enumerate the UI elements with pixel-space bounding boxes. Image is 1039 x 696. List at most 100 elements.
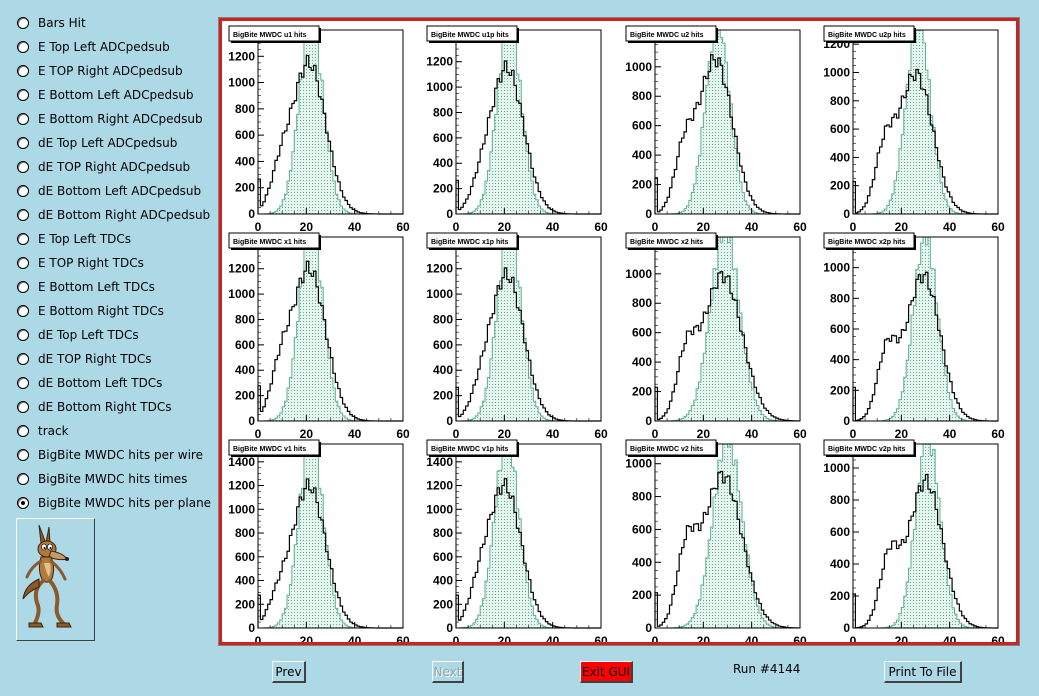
x-tick-label: 0 bbox=[453, 427, 460, 441]
radio-unchecked-icon[interactable] bbox=[17, 41, 29, 53]
radio-unchecked-icon[interactable] bbox=[17, 377, 29, 389]
histogram-panel: 02004006008001000120014000204060BigBite … bbox=[228, 232, 410, 441]
radio-item[interactable]: BigBite MWDC hits times bbox=[17, 469, 187, 489]
y-tick-label: 800 bbox=[830, 94, 850, 108]
plot-title-box: BigBite MWDC x1 hits bbox=[228, 232, 321, 250]
y-tick-label: 800 bbox=[235, 526, 255, 540]
radio-unchecked-icon[interactable] bbox=[17, 89, 29, 101]
y-tick-label: 1200 bbox=[426, 55, 453, 69]
run-number-label: Run #4144 bbox=[733, 662, 801, 676]
radio-item[interactable]: BigBite MWDC hits per wire bbox=[17, 445, 203, 465]
x-tick-label: 60 bbox=[594, 427, 608, 441]
radio-label: dE Top Left TDCs bbox=[38, 328, 139, 342]
x-tick-label: 60 bbox=[594, 220, 608, 234]
radio-unchecked-icon[interactable] bbox=[17, 257, 29, 269]
radio-unchecked-icon[interactable] bbox=[17, 17, 29, 29]
radio-unchecked-icon[interactable] bbox=[17, 449, 29, 461]
y-tick-label: 400 bbox=[830, 150, 850, 164]
radio-checked-icon[interactable] bbox=[17, 497, 29, 509]
radio-unchecked-icon[interactable] bbox=[17, 305, 29, 317]
y-tick-label: 1200 bbox=[426, 479, 453, 493]
plot-title-box: BigBite MWDC x2 hits bbox=[625, 232, 718, 250]
y-tick-label: 600 bbox=[433, 550, 453, 564]
x-tick-label: 40 bbox=[943, 634, 957, 642]
radio-unchecked-icon[interactable] bbox=[17, 161, 29, 173]
radio-item[interactable]: E Top Left ADCpedsub bbox=[17, 37, 170, 57]
histogram-canvas: 0 200 400 600 800 1000 1200 0 20 40 60 BigBite MWDC… bbox=[219, 18, 1019, 645]
exit-gui-button[interactable]: Exit GUI bbox=[580, 661, 633, 683]
histogram-panel: 0 200 400 600 800 1000 1200 0 20 40 60 BigBite MWDC… bbox=[228, 25, 410, 234]
radio-item[interactable]: E Bottom Left TDCs bbox=[17, 277, 155, 297]
radio-item[interactable]: dE Top Left ADCpedsub bbox=[17, 133, 177, 153]
plot-title: BigBite MWDC v1 hits bbox=[233, 446, 306, 453]
radio-label: E Top Left ADCpedsub bbox=[38, 40, 170, 54]
radio-label: dE Bottom Left ADCpedsub bbox=[38, 184, 202, 198]
radio-label: dE TOP Right ADCpedsub bbox=[38, 160, 191, 174]
x-tick-label: 40 bbox=[348, 220, 362, 234]
radio-item[interactable]: track bbox=[17, 421, 69, 441]
radio-unchecked-icon[interactable] bbox=[17, 425, 29, 437]
y-tick-label: 800 bbox=[433, 105, 453, 119]
radio-unchecked-icon[interactable] bbox=[17, 137, 29, 149]
radio-label: dE Bottom Right ADCpedsub bbox=[38, 208, 211, 222]
radio-item[interactable]: E Bottom Right ADCpedsub bbox=[17, 109, 203, 129]
logo-button[interactable] bbox=[16, 518, 95, 641]
y-tick-label: 400 bbox=[235, 574, 255, 588]
radio-unchecked-icon[interactable] bbox=[17, 233, 29, 245]
y-tick-label: 1200 bbox=[228, 49, 255, 63]
print-to-file-button[interactable]: Print To File bbox=[884, 661, 962, 683]
next-button[interactable]: Next bbox=[432, 661, 464, 683]
histogram-panel: 02004006008001000120014000204060BigBite … bbox=[426, 232, 608, 441]
plot-title: BigBite MWDC u2p hits bbox=[828, 32, 906, 39]
x-tick-label: 20 bbox=[697, 427, 711, 441]
radio-label: dE Bottom Right TDCs bbox=[38, 400, 172, 414]
x-tick-label: 20 bbox=[498, 220, 512, 234]
prev-button[interactable]: Prev bbox=[272, 661, 306, 683]
radio-unchecked-icon[interactable] bbox=[17, 329, 29, 341]
radio-item[interactable]: dE Top Left TDCs bbox=[17, 325, 139, 345]
radio-unchecked-icon[interactable] bbox=[17, 281, 29, 293]
radio-item[interactable]: dE Bottom Right TDCs bbox=[17, 397, 171, 417]
x-tick-label: 60 bbox=[991, 220, 1005, 234]
radio-label: track bbox=[38, 424, 69, 438]
x-tick-label: 0 bbox=[850, 427, 857, 441]
x-tick-label: 60 bbox=[793, 634, 807, 642]
x-tick-label: 20 bbox=[895, 634, 909, 642]
y-tick-label: 800 bbox=[433, 526, 453, 540]
radio-unchecked-icon[interactable] bbox=[17, 113, 29, 125]
x-tick-label: 0 bbox=[652, 427, 659, 441]
y-tick-label: 200 bbox=[830, 179, 850, 193]
y-tick-label: 600 bbox=[433, 131, 453, 145]
y-tick-label: 1000 bbox=[426, 80, 453, 94]
radio-item[interactable]: dE TOP Right ADCpedsub bbox=[17, 157, 190, 177]
radio-unchecked-icon[interactable] bbox=[17, 473, 29, 485]
x-tick-label: 60 bbox=[396, 220, 410, 234]
radio-item[interactable]: dE Bottom Left TDCs bbox=[17, 373, 162, 393]
radio-unchecked-icon[interactable] bbox=[17, 185, 29, 197]
radio-item[interactable]: E Bottom Left ADCpedsub bbox=[17, 85, 194, 105]
radio-item[interactable]: BigBite MWDC hits per plane bbox=[17, 493, 211, 513]
radio-item[interactable]: E Top Left TDCs bbox=[17, 229, 131, 249]
y-tick-label: 0 bbox=[843, 207, 850, 221]
radio-label: dE Bottom Left TDCs bbox=[38, 376, 163, 390]
radio-item[interactable]: E TOP Right TDCs bbox=[17, 253, 144, 273]
radio-item[interactable]: dE Bottom Right ADCpedsub bbox=[17, 205, 210, 225]
y-tick-label: 600 bbox=[632, 522, 652, 536]
y-tick-label: 200 bbox=[235, 389, 255, 403]
radio-unchecked-icon[interactable] bbox=[17, 353, 29, 365]
radio-unchecked-icon[interactable] bbox=[17, 401, 29, 413]
plot-title-box: BigBite MWDC v2p hits bbox=[823, 439, 916, 457]
radio-item[interactable]: dE TOP Right TDCs bbox=[17, 349, 151, 369]
radio-item[interactable]: E TOP Right ADCpedsub bbox=[17, 61, 183, 81]
y-tick-label: 1400 bbox=[426, 455, 453, 469]
x-tick-label: 20 bbox=[300, 427, 314, 441]
radio-unchecked-icon[interactable] bbox=[17, 209, 29, 221]
y-tick-label: 1000 bbox=[426, 502, 453, 516]
y-tick-label: 800 bbox=[632, 296, 652, 310]
radio-item[interactable]: dE Bottom Left ADCpedsub bbox=[17, 181, 201, 201]
radio-unchecked-icon[interactable] bbox=[17, 65, 29, 77]
radio-item[interactable]: E Bottom Right TDCs bbox=[17, 301, 164, 321]
radio-item[interactable]: Bars Hit bbox=[17, 13, 86, 33]
